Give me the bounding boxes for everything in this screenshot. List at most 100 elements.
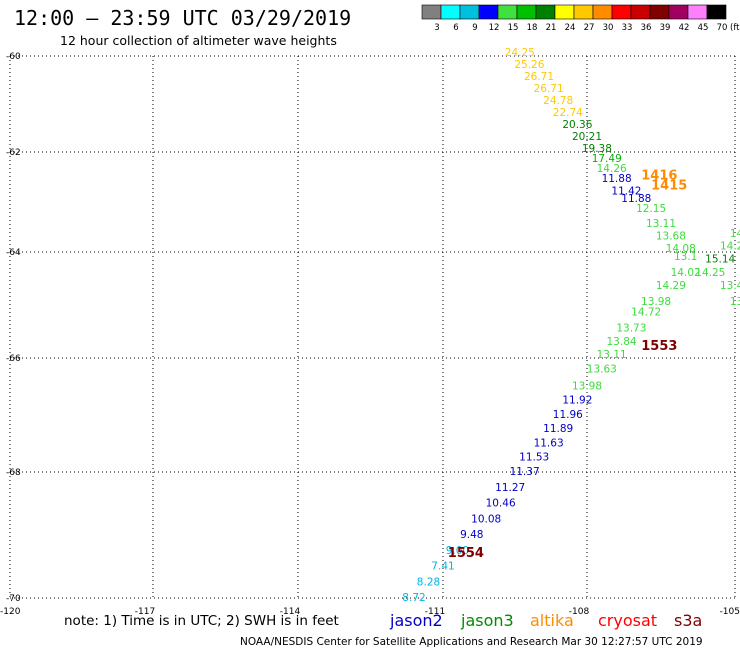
- y-tick-label: -60: [6, 52, 21, 62]
- swh-point-label: 24.78: [543, 95, 573, 107]
- colorbar-label: 39: [660, 23, 671, 33]
- colorbar-label: 30: [603, 23, 614, 33]
- swh-point-label: 13.84: [607, 336, 637, 348]
- swh-point-label: 11.88: [621, 193, 651, 205]
- legend-cryosat: cryosat: [598, 611, 657, 630]
- swh-point-label: 10.08: [471, 513, 501, 525]
- colorbar-swatch: [459, 4, 480, 20]
- colorbar-label: 3: [434, 23, 439, 33]
- swh-point-label: 17.49: [592, 153, 622, 165]
- colorbar-swatch: [421, 4, 442, 20]
- legend-jason2: jason2: [389, 611, 443, 630]
- swh-point-label: 13.11: [597, 349, 627, 361]
- colorbar-swatch: [668, 4, 689, 20]
- y-tick-label: -62: [6, 148, 21, 158]
- swh-point-label: 13.73: [616, 323, 646, 335]
- swh-point-label: 11.42: [611, 186, 641, 198]
- colorbar-label: 24: [565, 23, 576, 33]
- note-text: note: 1) Time is in UTC; 2) SWH is in fe…: [64, 613, 339, 629]
- swh-point-label: 14.02: [671, 267, 701, 279]
- swh-points: 24.2525.2626.7126.7124.7822.7420.3620.21…: [402, 47, 740, 604]
- colorbar-swatch: [440, 4, 461, 20]
- swh-point-label: 13.43: [720, 280, 740, 292]
- swh-point-label: 14.72: [631, 307, 661, 319]
- colorbar-label: 70: [717, 23, 728, 33]
- swh-point-label: 9.00: [446, 545, 469, 557]
- colorbar-unit: (ft): [730, 23, 740, 33]
- swh-point-label: 10.46: [486, 498, 516, 510]
- swh-point-label: 15.14: [705, 254, 735, 266]
- y-tick-label: -70: [6, 594, 21, 604]
- x-tick-label: -117: [135, 607, 155, 617]
- swh-point-label: 13.83: [730, 296, 740, 308]
- swh-point-label: 13.11: [646, 218, 676, 230]
- colorbar-swatch: [592, 4, 613, 20]
- swh-point-label: 11.63: [534, 437, 564, 449]
- x-tick-label: -111: [425, 607, 445, 617]
- swh-point-label: 11.96: [553, 409, 583, 421]
- swh-point-label: 14.21: [720, 241, 740, 253]
- legend-jason3: jason3: [460, 611, 514, 630]
- swh-point-label: 12.15: [636, 203, 666, 215]
- swh-point-label: 13.63: [587, 363, 617, 375]
- x-tick-label: -114: [280, 607, 301, 617]
- time-label: 1553: [641, 339, 677, 354]
- colorbar-swatch: [497, 4, 518, 20]
- credit-text: NOAA/NESDIS Center for Satellite Applica…: [240, 636, 703, 648]
- swh-point-label: 8.72: [402, 592, 425, 604]
- swh-point-label: 11.27: [495, 482, 525, 494]
- swh-point-label: 8.28: [417, 576, 440, 588]
- y-tick-label: -64: [6, 248, 21, 258]
- colorbar-swatch: [687, 4, 708, 20]
- swh-point-label: 13.98: [641, 296, 671, 308]
- swh-point-label: 20.36: [562, 119, 592, 131]
- swh-point-label: 22.74: [553, 107, 583, 119]
- map-grid: [9, 55, 736, 599]
- colorbar-swatch: [516, 4, 537, 20]
- colorbar-label: 42: [679, 23, 690, 33]
- x-tick-label: -108: [569, 607, 590, 617]
- colorbar-label: 36: [641, 23, 652, 33]
- time-label: 1554: [448, 546, 484, 561]
- swh-point-label: 13.68: [656, 231, 686, 243]
- colorbar-label: 15: [508, 23, 519, 33]
- colorbar-swatch: [649, 4, 670, 20]
- swh-point-label: 11.53: [519, 452, 549, 464]
- swh-point-label: 14.29: [656, 280, 686, 292]
- colorbar-label: 27: [584, 23, 595, 33]
- colorbar-swatch: [554, 4, 575, 20]
- swh-point-label: 13.98: [572, 380, 602, 392]
- time-label: 1416: [641, 169, 677, 184]
- swh-point-label: 25.26: [514, 59, 544, 71]
- colorbar-label: 12: [489, 23, 500, 33]
- swh-point-label: 11.88: [602, 173, 632, 185]
- colorbar-label: 9: [472, 23, 477, 33]
- x-tick-label: -120: [0, 607, 21, 617]
- page-title: 12:00 – 23:59 UTC 03/29/2019: [14, 6, 351, 30]
- colorbar-swatch: [478, 4, 499, 20]
- colorbar-label: 6: [453, 23, 458, 33]
- colorbar-swatch: [573, 4, 594, 20]
- swh-point-label: 9.48: [460, 529, 483, 541]
- colorbar-swatch: [706, 4, 727, 20]
- colorbar-label: 33: [622, 23, 633, 33]
- y-tick-label: -66: [6, 354, 21, 364]
- y-tick-label: -68: [6, 468, 21, 478]
- page-subtitle: 12 hour collection of altimeter wave hei…: [60, 33, 337, 48]
- swh-point-label: 24.25: [505, 47, 535, 59]
- swh-point-label: 11.89: [543, 423, 573, 435]
- swh-point-label: 14.26: [597, 163, 627, 175]
- swh-point-label: 26.71: [534, 83, 564, 95]
- swh-point-label: 7.41: [431, 561, 454, 573]
- swh-point-label: 14.35: [730, 228, 740, 240]
- swh-point-label: 20.21: [572, 131, 602, 143]
- swh-point-label: 19.38: [582, 143, 612, 155]
- colorbar-label: 45: [698, 23, 709, 33]
- colorbar-swatch: [611, 4, 632, 20]
- colorbar-label: 18: [527, 23, 538, 33]
- swh-point-label: 11.37: [510, 466, 540, 478]
